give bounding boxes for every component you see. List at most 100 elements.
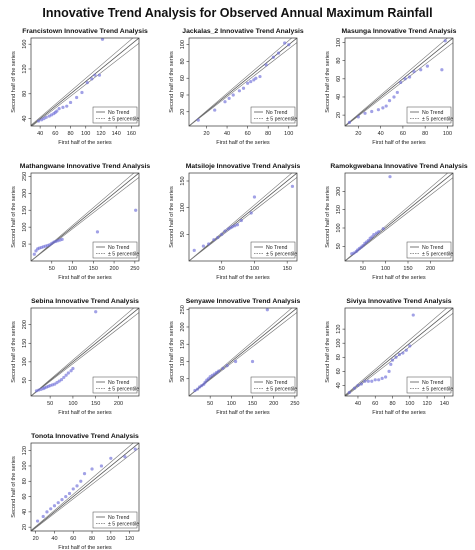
chart-title: Jackalas_2 Innovative Trend Analysis — [182, 28, 304, 35]
y-axis-label: Second half of the series — [325, 186, 331, 248]
data-point — [239, 218, 243, 223]
no-trend-line — [31, 38, 139, 126]
data-point — [404, 348, 408, 352]
x-tick-label: 60 — [372, 401, 378, 407]
plot-frame — [344, 307, 454, 397]
data-point — [290, 184, 295, 188]
data-point — [373, 378, 377, 382]
y-axis-label: Second half of the series — [11, 321, 17, 383]
data-point — [94, 310, 98, 314]
plot-frame — [344, 37, 454, 127]
legend-no-trend-label: No Trend — [108, 380, 129, 386]
data-points — [32, 208, 138, 256]
data-point — [411, 313, 415, 317]
data-point — [287, 43, 291, 47]
x-axis-label: First half of the series — [58, 140, 112, 146]
x-tick-label: 100 — [250, 266, 259, 272]
x-tick-label: 50 — [207, 401, 213, 407]
legend: No Trend± 5 percentile — [406, 241, 453, 259]
data-points — [350, 175, 392, 256]
data-point — [381, 227, 385, 231]
x-tick-label: 100 — [443, 131, 452, 137]
y-tick-label: 50 — [22, 241, 28, 247]
plot-frame — [30, 37, 140, 127]
data-point — [370, 379, 374, 383]
data-point — [384, 375, 388, 379]
x-tick-label: 40 — [224, 131, 230, 137]
legend-percentile-label: ± 5 percentile — [266, 117, 297, 123]
data-point — [254, 76, 258, 80]
legend-box — [406, 376, 452, 394]
legend-box — [92, 241, 138, 259]
legend: No Trend± 5 percentile — [406, 376, 453, 394]
y-tick-label: 40 — [336, 94, 342, 100]
data-point — [352, 386, 357, 390]
x-tick-label: 80 — [389, 401, 395, 407]
y-tick-label: 20 — [336, 112, 342, 118]
data-point — [390, 358, 395, 362]
data-point — [44, 115, 48, 119]
y-tick-label: 150 — [336, 205, 342, 214]
data-point — [71, 487, 75, 491]
trend-lines — [189, 173, 297, 261]
x-tick-label: 100 — [227, 401, 236, 407]
y-tick-label: 150 — [180, 176, 186, 185]
legend-percentile-label: ± 5 percentile — [266, 387, 297, 393]
y-tick-label: 80 — [22, 91, 28, 97]
data-points — [35, 447, 137, 523]
x-tick-label: 160 — [127, 131, 136, 137]
data-point — [90, 77, 94, 81]
data-point — [361, 244, 365, 248]
upper-percentile-line — [189, 173, 293, 261]
data-point — [221, 366, 225, 370]
y-tick-label: 100 — [180, 357, 186, 366]
data-point — [233, 224, 237, 228]
data-point — [95, 230, 100, 234]
y-tick-label: 150 — [180, 340, 186, 349]
data-point — [276, 51, 281, 55]
data-point — [241, 86, 246, 90]
data-point — [264, 63, 268, 67]
data-point — [196, 118, 200, 122]
data-point — [356, 115, 360, 119]
y-tick-label: 120 — [22, 446, 28, 455]
y-tick-label: 200 — [336, 187, 342, 196]
x-tick-label: 100 — [81, 131, 90, 137]
y-tick-label: 100 — [336, 38, 342, 47]
y-tick-label: 60 — [180, 75, 186, 81]
trend-lines — [31, 443, 139, 531]
y-tick-label: 40 — [22, 116, 28, 122]
data-point — [216, 235, 220, 240]
x-tick-label: 150 — [89, 266, 98, 272]
chart-panel: Mathangwane Innovative Trend Analysis 50 1… — [11, 163, 150, 281]
x-tick-label: 80 — [89, 536, 95, 542]
data-point — [363, 379, 367, 383]
x-tick-label: 120 — [96, 131, 105, 137]
data-point — [220, 232, 224, 236]
x-tick-label: 20 — [203, 131, 209, 137]
data-point — [37, 119, 41, 123]
chart-panel: Matsiloje Innovative Trend Analysis 50 100… — [169, 163, 301, 281]
chart-title: Matsiloje Innovative Trend Analysis — [186, 163, 301, 170]
x-tick-label: 150 — [248, 401, 257, 407]
x-tick-label: 140 — [440, 401, 449, 407]
y-axis-label: Second half of the series — [11, 456, 17, 518]
legend-no-trend-label: No Trend — [108, 515, 129, 521]
lower-percentile-line — [31, 43, 139, 126]
upper-percentile-line — [345, 308, 448, 396]
data-point — [134, 208, 138, 212]
data-point — [227, 96, 231, 100]
y-tick-label: 150 — [22, 206, 28, 215]
data-point — [419, 68, 423, 72]
legend-no-trend-label: No Trend — [108, 245, 129, 251]
data-points — [34, 310, 98, 393]
data-points — [37, 38, 105, 123]
y-tick-label: 250 — [22, 172, 28, 181]
y-tick-label: 120 — [22, 64, 28, 73]
data-point — [133, 447, 137, 451]
data-point — [64, 494, 68, 499]
data-point — [347, 120, 352, 124]
y-tick-label: 100 — [22, 223, 28, 232]
data-point — [213, 108, 217, 112]
y-tick-label: 200 — [22, 189, 28, 198]
